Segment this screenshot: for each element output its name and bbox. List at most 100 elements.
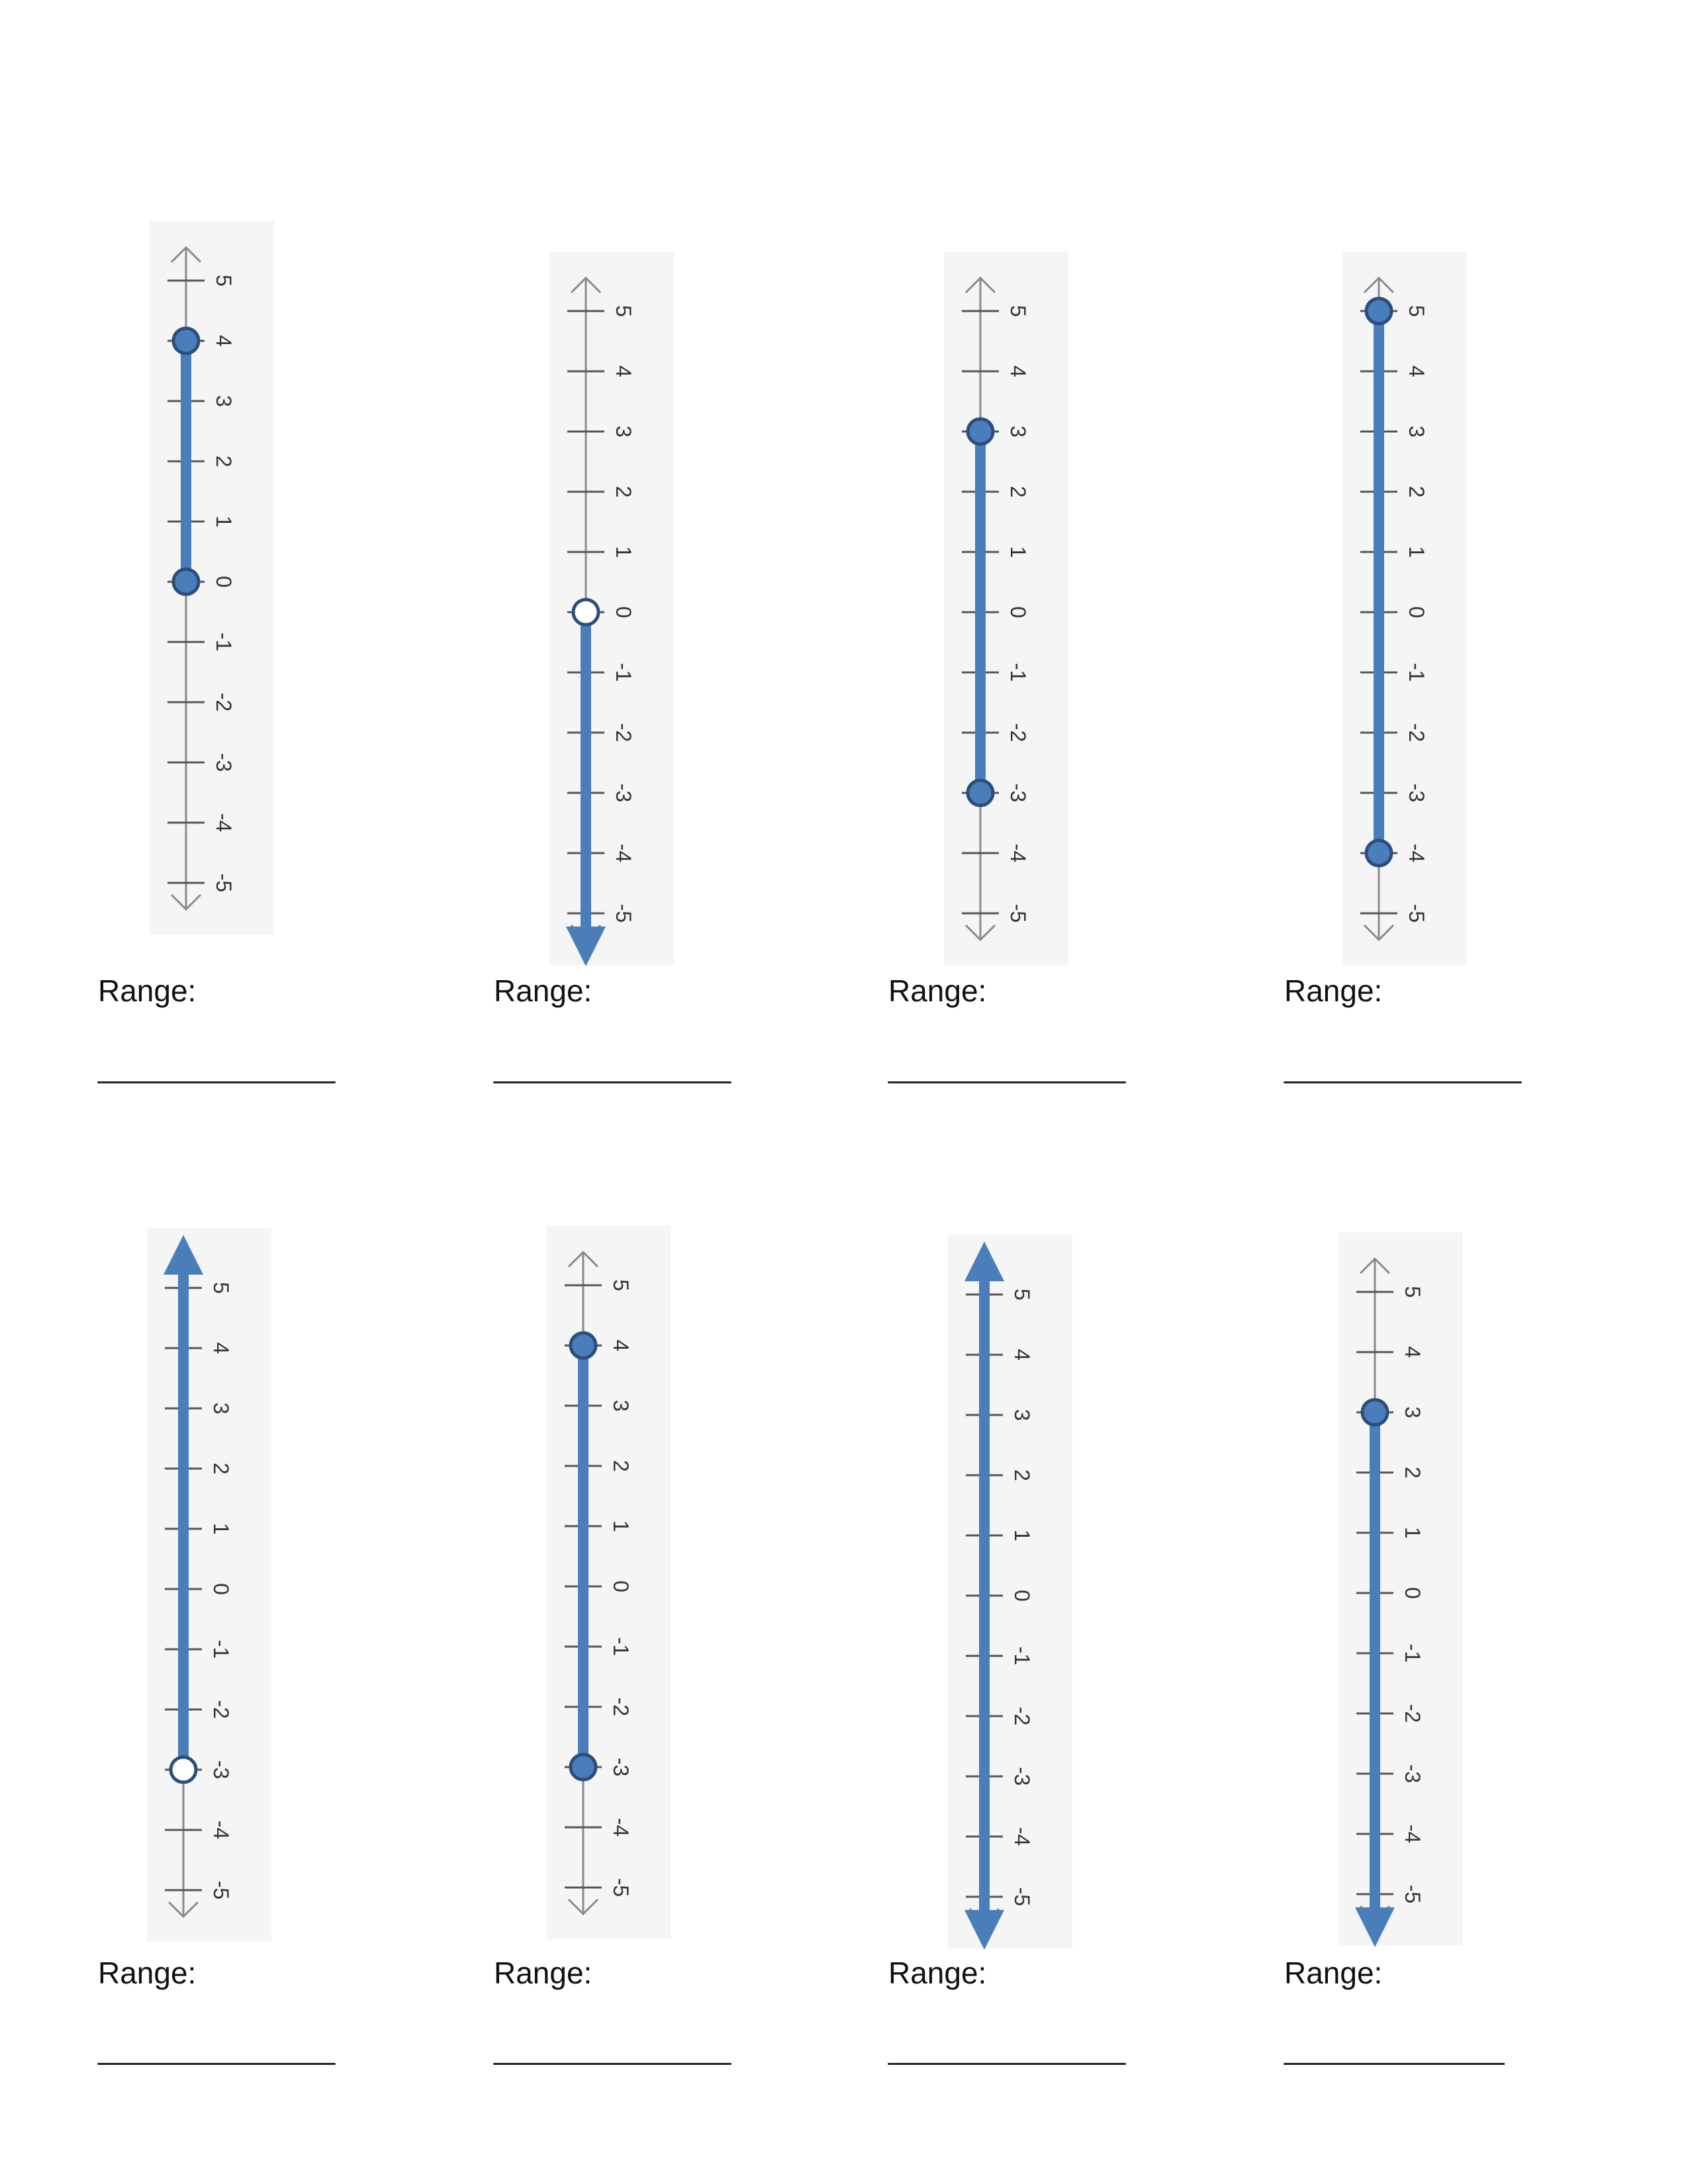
tick-label: 3	[609, 1400, 633, 1412]
tick-label: -3	[1405, 784, 1429, 802]
tick-label: -4	[609, 1818, 633, 1837]
tick-label: 2	[1401, 1467, 1425, 1479]
tick-label: 1	[1006, 546, 1030, 558]
answer-blank-2[interactable]: ______________	[494, 1050, 731, 1084]
tick-label: 3	[1405, 426, 1429, 437]
tick-label: -1	[1006, 663, 1030, 682]
answer-blank-1[interactable]: ______________	[98, 1050, 336, 1084]
tick-label: 4	[1010, 1349, 1034, 1361]
tick-label: 3	[1401, 1406, 1425, 1418]
tick-label: -3	[609, 1758, 633, 1776]
range-label-8: Range:	[1284, 1956, 1383, 1990]
tick-label: 5	[612, 305, 635, 317]
tick-label: 4	[609, 1340, 633, 1351]
range-label-3: Range:	[888, 974, 987, 1008]
number-line-graph-4: -5 -4 -3 -2 -1 0 1 2 3 4 5	[1360, 276, 1429, 942]
tick-label: -2	[1401, 1704, 1425, 1723]
graph-arrow-up	[964, 1242, 1004, 1281]
tick-label: 2	[1405, 486, 1429, 498]
tick-label: 2	[1010, 1469, 1034, 1481]
tick-label: -4	[209, 1821, 233, 1839]
tick-label: 1	[1401, 1527, 1425, 1539]
tick-label: 2	[212, 455, 236, 467]
tick-label: -3	[209, 1760, 233, 1779]
graph-arrow-down	[566, 927, 606, 966]
tick-label: -2	[209, 1700, 233, 1719]
answer-blank-3[interactable]: ______________	[888, 1050, 1126, 1084]
tick-label: 0	[1010, 1590, 1034, 1602]
closed-endpoint	[171, 567, 201, 596]
tick-label: -1	[212, 633, 236, 651]
number-line-panel-7: -5 -4 -3 -2 -1 0 1 2 3 4 5	[948, 1235, 1072, 1950]
tick-label: -1	[1405, 663, 1429, 682]
answer-blank-5[interactable]: ______________	[98, 2031, 336, 2066]
number-line-panel-2: -5 -4 -3 -2 -1 0 1 2 3 4 5	[549, 251, 674, 966]
tick-label: 4	[1405, 365, 1429, 377]
axis-arrow-down	[964, 924, 996, 942]
number-line-panel-3: -5 -4 -3 -2 -1 0 1 2 3 4 5	[944, 251, 1068, 965]
tick-label: -4	[212, 813, 236, 832]
tick-label: -2	[212, 693, 236, 711]
number-line-graph-2: -5 -4 -3 -2 -1 0 1 2 3 4 5	[566, 276, 635, 966]
tick-label: 1	[209, 1523, 233, 1535]
tick-label: -1	[209, 1640, 233, 1659]
tick-label: 1	[212, 516, 236, 527]
answer-blank-7[interactable]: ______________	[888, 2031, 1126, 2066]
tick-label: 4	[212, 335, 236, 347]
tick-label: -1	[609, 1637, 633, 1656]
axis-arrow-down	[170, 893, 202, 911]
axis-arrow-down	[167, 1901, 199, 1919]
tick-label: 0	[1006, 606, 1030, 618]
tick-label: -5	[1405, 904, 1429, 923]
tick-label: 2	[1006, 486, 1030, 498]
closed-endpoint	[966, 778, 995, 807]
tick-label: 5	[209, 1282, 233, 1294]
closed-endpoint	[1364, 839, 1393, 868]
tick-label: -5	[609, 1878, 633, 1897]
tick-label: 3	[1006, 426, 1030, 437]
number-line-panel-8: -5 -4 -3 -2 -1 0 1 2 3 4 5	[1338, 1232, 1463, 1947]
tick-label: 0	[209, 1583, 233, 1595]
tick-label: 2	[209, 1463, 233, 1475]
tick-label: 5	[1006, 305, 1030, 317]
range-label-6: Range:	[494, 1956, 592, 1990]
number-line-graph-1: -5 -4 -3 -2 -1 0 1 2 3 4 5	[167, 246, 236, 911]
answer-blank-8[interactable]: _____________	[1284, 2031, 1505, 2066]
tick-label: 5	[609, 1279, 633, 1291]
range-label-7: Range:	[888, 1956, 987, 1990]
tick-label: -2	[609, 1698, 633, 1716]
number-line-graph-6: -5 -4 -3 -2 -1 0 1 2 3 4 5	[565, 1250, 633, 1916]
closed-endpoint	[171, 326, 201, 355]
graph-arrow-down	[1355, 1907, 1395, 1947]
tick-label: 4	[1401, 1346, 1425, 1358]
answer-blank-4[interactable]: ______________	[1284, 1050, 1522, 1084]
tick-label: 5	[1401, 1286, 1425, 1298]
tick-label: 1	[612, 546, 635, 558]
closed-endpoint	[1364, 296, 1393, 326]
closed-endpoint	[966, 417, 995, 446]
axis-arrow-down	[1363, 924, 1395, 942]
tick-label: 0	[212, 576, 236, 588]
number-line-graph-7: -5 -4 -3 -2 -1 0 1 2 3 4 5	[964, 1242, 1034, 1950]
closed-endpoint	[569, 1331, 598, 1360]
tick-label: -5	[1006, 904, 1030, 923]
tick-label: 0	[609, 1580, 633, 1592]
tick-label: 5	[212, 275, 236, 287]
tick-label: -4	[1401, 1825, 1425, 1843]
number-line-graph-5: -5 -4 -3 -2 -1 0 1 2 3 4 5	[164, 1235, 233, 1919]
tick-label: -1	[1010, 1647, 1034, 1665]
graph-arrow-up	[164, 1235, 203, 1275]
axis-arrow-up	[1363, 276, 1395, 294]
range-label-5: Range:	[98, 1956, 197, 1990]
tick-label: -2	[1006, 723, 1030, 742]
tick-label: -3	[1006, 784, 1030, 802]
axis-arrow-up	[1359, 1257, 1391, 1275]
axis-arrow-up	[170, 246, 202, 263]
tick-label: 4	[612, 365, 635, 377]
tick-label: -2	[1405, 723, 1429, 742]
number-line-panel-1: -5 -4 -3 -2 -1 0 1 2 3 4 5	[150, 221, 274, 934]
tick-label: 4	[1006, 365, 1030, 377]
answer-blank-6[interactable]: ______________	[494, 2031, 731, 2066]
tick-label: -5	[209, 1881, 233, 1899]
